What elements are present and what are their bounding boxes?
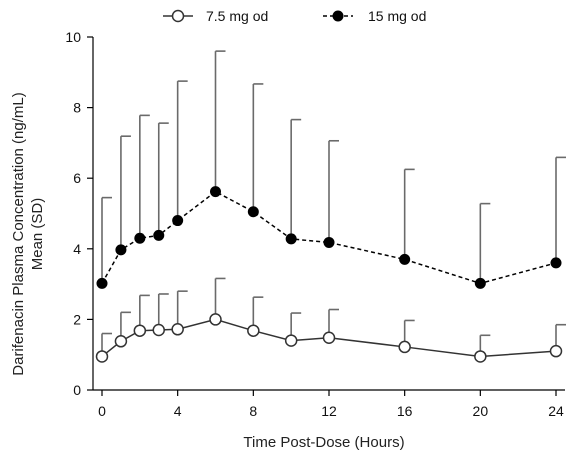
point-15-mg-od-2 (134, 232, 146, 244)
point-7-5-mg-od-8 (247, 324, 260, 337)
point-7-5-mg-od-12 (322, 331, 336, 345)
point-15-mg-od-12 (323, 236, 335, 248)
y-axis-title-line2: Mean (SD) (29, 198, 46, 271)
point-15-mg-od-4 (172, 215, 184, 227)
y-tick-label-0: 0 (73, 382, 81, 398)
point-7-5-mg-od-10 (284, 334, 298, 347)
error-bars-15-mg-od (101, 50, 566, 284)
legend-item-15mg: 15 mg od (323, 8, 426, 24)
point-7-5-mg-od-6 (209, 313, 222, 326)
point-15-mg-od-6 (210, 186, 221, 198)
legend-label-15mg: 15 mg od (368, 8, 426, 24)
y-tick-label-4: 4 (73, 241, 81, 257)
legend-label-7-5mg: 7.5 mg od (206, 8, 268, 24)
point-15-mg-od-3 (153, 229, 165, 241)
legend-item-7-5mg: 7.5 mg od (163, 8, 268, 24)
point-7-5-mg-od-2 (133, 324, 147, 337)
error-bars-7-5-mg-od (101, 277, 566, 357)
series-7-5-mg-od (95, 277, 566, 363)
point-7-5-mg-od-3 (152, 323, 165, 337)
x-tick-label-4: 4 (174, 403, 182, 419)
x-tick-label-24: 24 (548, 403, 564, 419)
point-15-mg-od-1 (115, 244, 127, 256)
x-tick-label-8: 8 (249, 403, 257, 419)
y-tick-label-8: 8 (73, 100, 81, 116)
y-ticks: 0 2 4 6 8 10 (65, 29, 93, 398)
series-15-mg-od (96, 50, 566, 289)
point-7-5-mg-od-4 (171, 323, 184, 336)
point-7-5-mg-od-16 (398, 340, 411, 354)
point-15-mg-od-16 (399, 253, 411, 265)
point-15-mg-od-20 (474, 277, 486, 289)
point-15-mg-od-0 (96, 277, 108, 289)
point-7-5-mg-od-0 (95, 350, 109, 363)
point-7-5-mg-od-1 (114, 335, 128, 348)
x-ticks: 0 4 8 12 16 20 24 (98, 390, 564, 419)
y-axis-title-line1: Darifenacin Plasma Concentration (ng/mL) (10, 92, 27, 375)
legend: 7.5 mg od 15 mg od (163, 8, 426, 24)
x-tick-label-16: 16 (397, 403, 413, 419)
legend-marker-15mg (332, 10, 344, 22)
point-15-mg-od-24 (550, 257, 562, 269)
x-tick-label-20: 20 (473, 403, 489, 419)
plot-area (95, 50, 566, 363)
point-7-5-mg-od-24 (549, 344, 563, 358)
x-tick-label-12: 12 (321, 403, 337, 419)
y-tick-label-10: 10 (65, 29, 81, 45)
legend-marker-7-5mg (171, 9, 185, 23)
x-tick-label-0: 0 (98, 403, 106, 419)
point-15-mg-od-8 (247, 206, 259, 218)
x-axis-title: Time Post-Dose (Hours) (243, 434, 404, 451)
point-7-5-mg-od-20 (474, 350, 487, 363)
y-tick-label-2: 2 (73, 311, 81, 327)
y-tick-label-6: 6 (73, 170, 81, 186)
point-15-mg-od-10 (285, 233, 297, 245)
